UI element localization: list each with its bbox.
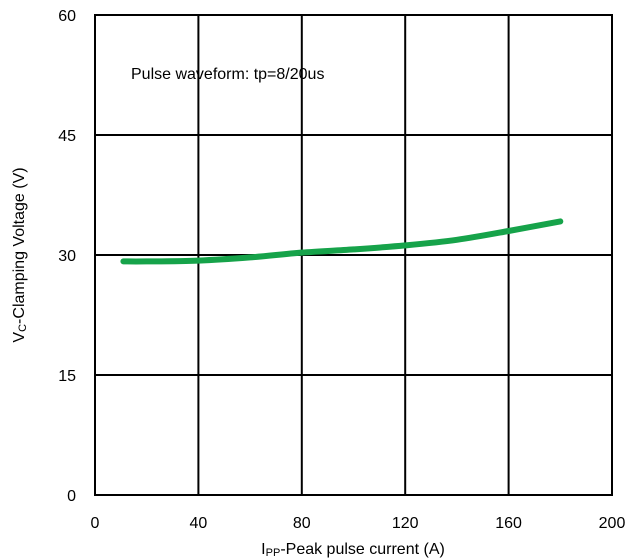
grid-lines [95,15,612,495]
y-axis-label-main: V [11,332,28,343]
y-tick-label: 15 [58,368,76,385]
y-tick-label: 45 [58,128,76,145]
x-tick-labels: 0 40 80 120 160 200 [91,515,626,532]
y-tick-labels: 0 15 30 45 60 [58,8,76,505]
x-tick-label: 0 [91,515,100,532]
x-tick-label: 40 [190,515,208,532]
x-tick-label: 160 [495,515,522,532]
y-tick-label: 30 [58,248,76,265]
clamping-voltage-series-line [120,218,564,265]
x-axis-label: IPP-Peak pulse current (A) [261,541,445,559]
x-axis-label-subscript: PP [266,547,281,559]
y-tick-label: 60 [58,8,76,25]
x-tick-label: 120 [392,515,419,532]
series-layer [120,218,564,265]
x-axis-label-main: I [261,541,265,558]
x-tick-label: 80 [293,515,311,532]
waveform-annotation: Pulse waveform: tp=8/20us [131,66,324,83]
y-axis-label-subscript: C [17,324,29,332]
y-axis-label: VC-Clamping Voltage (V) [11,167,29,342]
x-axis-label-rest: -Peak pulse current (A) [280,541,445,558]
y-axis-label-rest: -Clamping Voltage (V) [11,167,28,324]
plot-area-frame [94,14,613,496]
y-tick-label: 0 [67,488,76,505]
x-tick-label: 200 [599,515,626,532]
